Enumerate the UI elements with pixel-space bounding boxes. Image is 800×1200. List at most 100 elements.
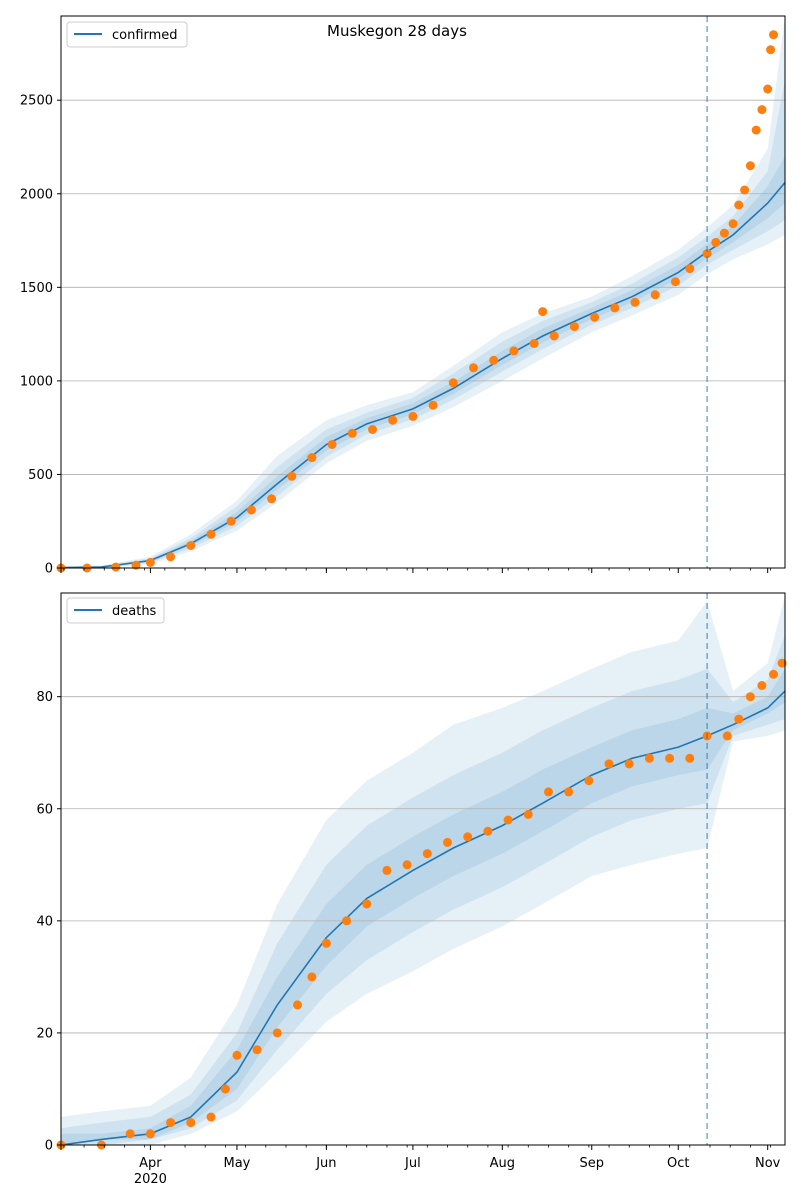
chart-title: Muskegon 28 days (327, 22, 467, 40)
confirmed-y-ticks: 0 500 1000 1500 2000 2500 (20, 94, 61, 577)
confirmed-observed-point (206, 529, 216, 539)
confirmed-observed-point (757, 105, 767, 115)
confirmed-axes-frame (60, 15, 786, 569)
deaths-y-tick-label: 0 (45, 1139, 53, 1154)
deaths-y-tick-label: 40 (36, 914, 53, 929)
confirmed-observed-point (408, 411, 418, 421)
deaths-observed-point (443, 837, 452, 847)
deaths-band-0 (61, 595, 785, 1145)
deaths-x-tick-label: Apr (139, 1156, 162, 1171)
deaths-x-tick-label: Sep (579, 1156, 604, 1171)
deaths-observed-point (145, 1129, 155, 1139)
deaths-x-tick-label: Nov (755, 1156, 781, 1171)
deaths-y-tick-label: 80 (36, 690, 53, 705)
deaths-observed-point (293, 1000, 302, 1010)
confirmed-observed-point (728, 219, 738, 229)
deaths-observed-point (734, 714, 744, 724)
confirmed-observed-point (685, 264, 695, 274)
confirmed-observed-point (368, 425, 377, 434)
deaths-observed-point (382, 865, 392, 875)
confirmed-observed-point (307, 453, 317, 463)
deaths-x-tick-label: 2020 (134, 1172, 167, 1187)
deaths-x-tick-label: Jul (404, 1156, 421, 1171)
confirmed-observed-point (509, 346, 519, 356)
confirmed-chart: 0 500 1000 1500 2000 2500 Muskegon 28 days co… (20, 15, 786, 577)
deaths-x-tick-label: Jun (315, 1156, 336, 1171)
confirmed-y-tick-label: 0 (45, 562, 53, 577)
confirmed-observed-point (347, 428, 357, 438)
deaths-observed-point (523, 809, 533, 819)
confirmed-observed-point (711, 237, 721, 247)
confirmed-observed-point (111, 562, 121, 572)
confirmed-observed-point (246, 505, 256, 515)
deaths-uncertainty-bands (61, 595, 785, 1145)
deaths-y-tick-label: 60 (36, 802, 53, 817)
deaths-observed-point (604, 759, 614, 769)
confirmed-observed-point (327, 440, 337, 449)
deaths-observed-point (745, 692, 755, 702)
confirmed-observed-point (751, 125, 761, 135)
deaths-x-tick-label: May (224, 1156, 251, 1171)
confirmed-x-ticks (60, 568, 771, 573)
confirmed-observed-point (745, 161, 755, 171)
deaths-observed-point (665, 753, 675, 763)
deaths-observed-point (166, 1118, 176, 1128)
confirmed-observed-point (166, 552, 176, 562)
confirmed-legend: confirmed (66, 21, 188, 48)
confirmed-observed-point (769, 30, 778, 40)
deaths-observed-point (252, 1045, 262, 1055)
confirmed-observed-point (766, 45, 776, 55)
confirmed-y-tick-label: 1500 (20, 281, 53, 296)
deaths-observed-point (503, 815, 513, 825)
confirmed-observed-point (287, 471, 297, 481)
confirmed-y-tick-label: 2500 (20, 94, 53, 109)
confirmed-y-tick-label: 500 (28, 468, 53, 483)
deaths-observed-point (272, 1028, 282, 1038)
deaths-observed-point (220, 1084, 230, 1094)
confirmed-observed-point (763, 84, 773, 94)
deaths-observed-point (722, 731, 732, 741)
deaths-observed-point (624, 759, 634, 769)
deaths-observed-points (56, 658, 787, 1150)
deaths-band-1 (61, 635, 785, 1145)
deaths-x-tick-label: Aug (490, 1156, 515, 1171)
confirmed-legend-box (66, 21, 188, 48)
deaths-observed-point (232, 1050, 242, 1060)
confirmed-observed-points (56, 30, 778, 573)
deaths-observed-point (483, 826, 493, 836)
confirmed-observed-point (670, 277, 680, 287)
deaths-band-2 (61, 668, 785, 1145)
confirmed-observed-point (529, 339, 539, 348)
confirmed-axes-border (60, 15, 786, 569)
confirmed-observed-point (630, 297, 640, 307)
deaths-observed-point (422, 849, 432, 859)
deaths-observed-point (644, 753, 654, 763)
deaths-legend-box (66, 597, 165, 624)
confirmed-observed-point (702, 249, 712, 259)
deaths-observed-point (402, 860, 412, 870)
deaths-observed-point (564, 787, 574, 797)
confirmed-observed-point (448, 378, 458, 388)
deaths-observed-point (544, 787, 553, 797)
confirmed-observed-point (719, 228, 729, 238)
deaths-observed-point (463, 832, 473, 842)
confirmed-legend-label: confirmed (112, 28, 178, 43)
deaths-observed-point (186, 1118, 196, 1128)
deaths-observed-point (206, 1112, 216, 1122)
confirmed-observed-point (590, 312, 600, 322)
deaths-y-tick-label: 20 (36, 1026, 53, 1041)
deaths-x-tick-label: Oct (667, 1156, 689, 1171)
confirmed-observed-point (131, 560, 141, 570)
confirmed-observed-point (569, 322, 579, 332)
confirmed-observed-point (428, 400, 438, 410)
confirmed-observed-point (388, 415, 398, 425)
deaths-observed-point (125, 1129, 135, 1139)
confirmed-observed-point (734, 200, 744, 210)
deaths-legend: deaths (66, 597, 165, 624)
confirmed-observed-point (469, 363, 478, 373)
confirmed-observed-point (226, 516, 236, 526)
deaths-observed-point (362, 899, 372, 909)
confirmed-observed-point (549, 331, 559, 341)
